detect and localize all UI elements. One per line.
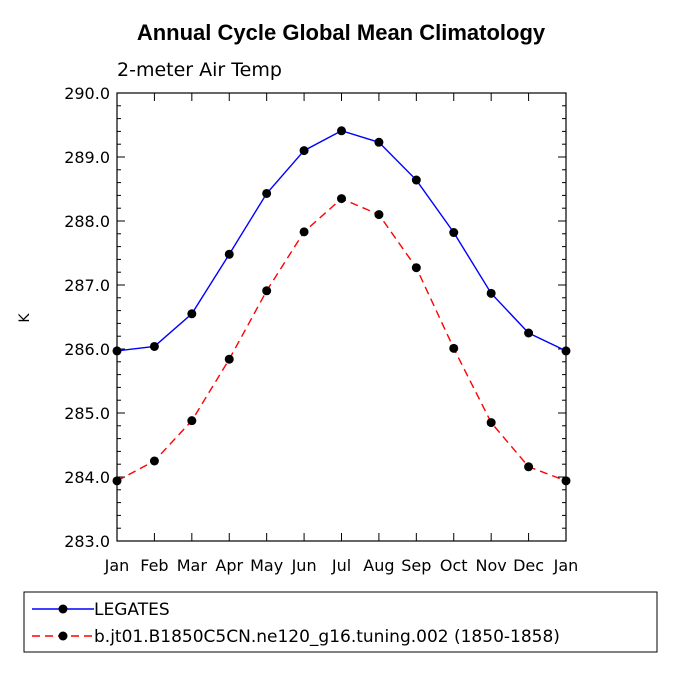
y-tick-labels: 283.0 284.0 285.0 286.0 287.0 288.0 289.0 290.0 <box>64 84 110 551</box>
series-0-point <box>486 288 496 298</box>
series-1-point <box>299 227 309 237</box>
y-tick-label: 286.0 <box>64 340 110 359</box>
chart-subtitle: 2-meter Air Temp <box>117 59 282 81</box>
plot-frame <box>116 92 567 542</box>
y-tick-label: 284.0 <box>64 468 110 487</box>
y-axis-label: K <box>17 313 33 323</box>
y-tick-label: 285.0 <box>64 404 110 423</box>
y-tick-label: 289.0 <box>64 148 110 167</box>
legend-item-legates: LEGATES <box>32 600 170 620</box>
series-1-point <box>187 416 197 426</box>
x-tick-label: Jan <box>104 556 130 575</box>
x-tick-label: Jul <box>331 556 351 575</box>
series-1-point <box>149 456 159 466</box>
series-0-point <box>524 328 534 338</box>
series-0-point <box>262 188 272 198</box>
series-1-point <box>374 210 384 220</box>
legend-marker-legates <box>58 604 68 614</box>
x-tick-label: Jun <box>291 556 317 575</box>
x-tick-label: Feb <box>140 556 168 575</box>
legend-label-legates: LEGATES <box>94 600 170 620</box>
y-tick-label: 288.0 <box>64 212 110 231</box>
series-1-point <box>112 476 122 486</box>
series-0-point <box>299 146 309 156</box>
series-0-point <box>337 126 346 136</box>
x-tick-label: Oct <box>440 556 468 575</box>
series-1-point <box>449 343 459 353</box>
x-tick-label: Apr <box>215 556 243 575</box>
series-0-point <box>411 175 421 185</box>
x-tick-label: Sep <box>401 556 431 575</box>
legend-label-model: b.jt01.B1850C5CN.ne120_g16.tuning.002 (1… <box>94 627 560 647</box>
series-1-point <box>224 354 234 364</box>
x-tick-label: Dec <box>513 556 544 575</box>
series-0-point <box>449 228 459 238</box>
series-line-1 <box>116 197 567 482</box>
series-1-point <box>486 418 496 428</box>
legend-marker-model <box>58 631 68 641</box>
series-1-point <box>411 263 421 273</box>
series-points <box>112 126 571 486</box>
x-tick-label: Aug <box>363 556 394 575</box>
series-0-point <box>112 346 122 356</box>
chart-title: Annual Cycle Global Mean Climatology <box>137 20 546 45</box>
series-1-point <box>524 462 534 472</box>
y-tick-label: 290.0 <box>64 84 110 103</box>
series-1-point <box>561 476 571 486</box>
y-tick-label: 283.0 <box>64 532 110 551</box>
x-tick-label: Jan <box>553 556 579 575</box>
series-0-point <box>561 346 571 356</box>
x-tick-label: May <box>250 556 283 575</box>
x-tick-label: Nov <box>476 556 507 575</box>
legend-box <box>23 591 658 653</box>
axis-ticks <box>116 92 567 542</box>
series-lines <box>116 130 567 482</box>
x-tick-labels: Jan Feb Mar Apr May Jun Jul Aug Sep Oct Nov Dec Jan <box>104 556 579 575</box>
x-tick-label: Mar <box>177 556 208 575</box>
series-0-point <box>224 249 234 259</box>
series-1-point <box>337 194 346 204</box>
legend-item-model: b.jt01.B1850C5CN.ne120_g16.tuning.002 (1… <box>32 627 560 647</box>
series-0-point <box>149 341 159 351</box>
y-tick-label: 287.0 <box>64 276 110 295</box>
series-0-point <box>187 309 197 319</box>
series-line-0 <box>116 130 567 352</box>
series-0-point <box>374 137 384 147</box>
series-1-point <box>262 286 272 296</box>
